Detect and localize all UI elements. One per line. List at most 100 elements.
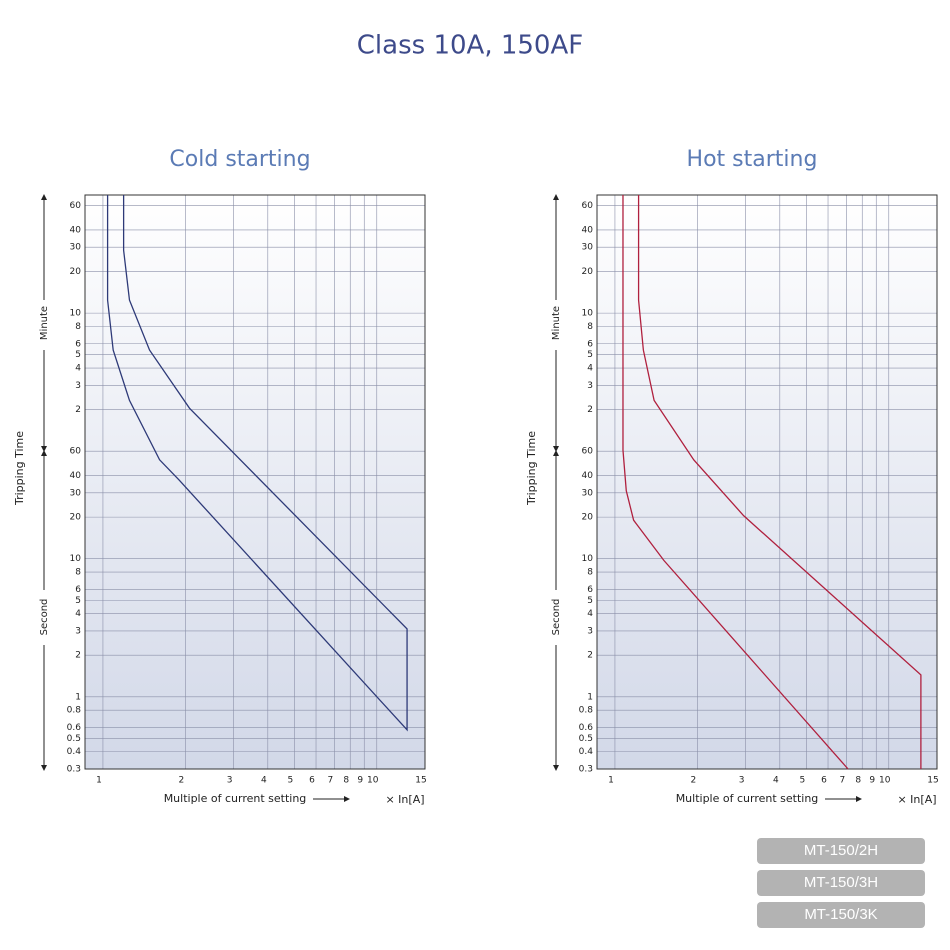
y-tick-label: 30 <box>70 488 82 498</box>
y-tick-label: 2 <box>75 405 81 415</box>
y-tick-label: 8 <box>587 322 593 332</box>
y-tick-label: 5 <box>587 350 593 360</box>
y-tick-label: 30 <box>582 488 594 498</box>
x-tick-label: 15 <box>927 776 938 786</box>
y-tick-label: 5 <box>75 596 81 606</box>
y-tick-label: 10 <box>582 554 594 564</box>
x-tick-label: 7 <box>839 776 845 786</box>
x-tick-label: 1 <box>96 776 102 786</box>
trip-curve <box>106 195 408 732</box>
x-tick-label: 15 <box>415 776 426 786</box>
x-tick-label: 10 <box>879 776 891 786</box>
y-tick-label: 1 <box>587 692 593 702</box>
trip-curve <box>622 195 849 770</box>
y-tick-label: 60 <box>582 201 594 211</box>
y-tick-label: 60 <box>70 201 82 211</box>
y-tick-label: 30 <box>70 243 82 253</box>
plot-frame <box>84 194 426 770</box>
y-tick-label: 40 <box>70 225 82 235</box>
x-tick-label: 5 <box>799 776 805 786</box>
y-tick-label: 8 <box>75 568 81 578</box>
y-tick-label: 6 <box>587 339 593 349</box>
y-tick-label: 5 <box>75 350 81 360</box>
y-tick-label: 60 <box>70 447 82 457</box>
page-title: Class 10A, 150AF <box>357 31 583 61</box>
x-tick-label: 2 <box>179 776 185 786</box>
y-tick-label: 4 <box>587 364 593 374</box>
x-axis-unit: × In[A] <box>897 793 936 806</box>
y-tick-label: 0.3 <box>579 765 593 775</box>
y-tick-label: 6 <box>587 585 593 595</box>
y-tick-label: 0.6 <box>579 723 594 733</box>
chart-title: Cold starting <box>169 147 310 172</box>
y-tick-label: 30 <box>582 243 594 253</box>
y-tick-label: 10 <box>70 554 82 564</box>
y-tick-label: 2 <box>587 651 593 661</box>
y-tick-label: 4 <box>75 364 81 374</box>
y-tick-label: 5 <box>587 596 593 606</box>
y-tick-label: 20 <box>582 513 594 523</box>
x-tick-label: 3 <box>739 776 745 786</box>
model-button[interactable]: MT-150/3H <box>757 870 925 896</box>
time-unit-label: Minute <box>39 306 50 340</box>
y-tick-label: 3 <box>75 381 81 391</box>
y-tick-label: 2 <box>75 651 81 661</box>
y-axis-label: Tripping Time <box>525 431 538 506</box>
y-tick-label: 20 <box>70 513 82 523</box>
y-tick-label: 0.8 <box>579 706 594 716</box>
y-tick-label: 3 <box>587 381 593 391</box>
y-tick-label: 6 <box>75 585 81 595</box>
model-button[interactable]: MT-150/3K <box>757 902 925 928</box>
x-tick-label: 3 <box>227 776 233 786</box>
y-tick-label: 0.4 <box>67 747 82 757</box>
x-tick-label: 6 <box>821 776 827 786</box>
x-tick-label: 8 <box>343 776 349 786</box>
plot-area <box>85 195 425 769</box>
y-tick-label: 40 <box>70 471 82 481</box>
y-tick-label: 0.3 <box>67 765 81 775</box>
y-tick-label: 40 <box>582 471 594 481</box>
x-tick-label: 4 <box>773 776 779 786</box>
y-tick-label: 20 <box>582 267 594 277</box>
x-tick-label: 7 <box>327 776 333 786</box>
y-tick-label: 20 <box>70 267 82 277</box>
y-tick-label: 3 <box>75 626 81 636</box>
x-tick-label: 6 <box>309 776 315 786</box>
x-tick-label: 1 <box>608 776 614 786</box>
plot-area <box>597 195 937 769</box>
x-axis-unit: × In[A] <box>385 793 424 806</box>
chart-title: Hot starting <box>687 147 818 172</box>
y-tick-label: 40 <box>582 225 594 235</box>
y-tick-label: 0.5 <box>579 734 593 744</box>
y-tick-label: 0.8 <box>67 706 82 716</box>
y-tick-label: 3 <box>587 626 593 636</box>
y-tick-label: 1 <box>75 692 81 702</box>
x-tick-label: 2 <box>691 776 697 786</box>
x-tick-label: 8 <box>855 776 861 786</box>
x-tick-label: 9 <box>357 776 363 786</box>
x-tick-label: 5 <box>287 776 293 786</box>
time-unit-label: Minute <box>551 306 562 340</box>
x-tick-label: 10 <box>367 776 379 786</box>
y-tick-label: 0.4 <box>579 747 594 757</box>
trip-curve <box>637 195 922 769</box>
x-tick-label: 9 <box>869 776 875 786</box>
x-axis-label: Multiple of current setting <box>676 792 819 805</box>
x-axis-label: Multiple of current setting <box>164 792 307 805</box>
time-unit-label: Second <box>39 599 50 636</box>
x-tick-label: 4 <box>261 776 267 786</box>
y-tick-label: 0.5 <box>67 734 81 744</box>
y-tick-label: 60 <box>582 447 594 457</box>
y-tick-label: 2 <box>587 405 593 415</box>
y-tick-label: 8 <box>75 322 81 332</box>
time-unit-label: Second <box>551 599 562 636</box>
y-tick-label: 4 <box>587 609 593 619</box>
y-tick-label: 0.6 <box>67 723 82 733</box>
y-tick-label: 10 <box>70 309 82 319</box>
y-axis-label: Tripping Time <box>13 431 26 506</box>
model-button[interactable]: MT-150/2H <box>757 838 925 864</box>
y-tick-label: 10 <box>582 309 594 319</box>
plot-frame <box>596 194 938 770</box>
